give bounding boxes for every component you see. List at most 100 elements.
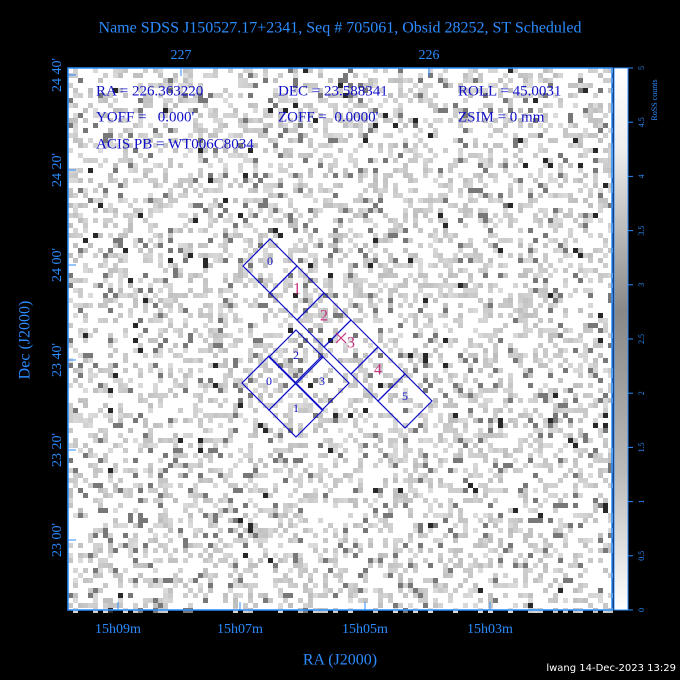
noise-pixel — [548, 238, 553, 243]
noise-pixel — [108, 208, 113, 213]
noise-pixel — [238, 278, 243, 283]
noise-pixel — [388, 568, 393, 573]
noise-pixel — [498, 433, 503, 438]
noise-pixel — [493, 463, 498, 468]
noise-pixel — [533, 438, 538, 443]
noise-pixel — [103, 428, 108, 433]
noise-pixel — [148, 528, 153, 533]
noise-pixel — [488, 303, 493, 308]
noise-pixel — [518, 518, 523, 523]
noise-pixel — [523, 303, 528, 308]
noise-pixel — [103, 253, 108, 258]
noise-pixel — [288, 273, 293, 278]
noise-pixel — [203, 568, 208, 573]
noise-pixel — [168, 363, 173, 368]
noise-pixel — [243, 238, 248, 243]
noise-pixel — [518, 448, 523, 453]
noise-pixel — [603, 543, 608, 548]
noise-pixel — [133, 298, 138, 303]
noise-pixel — [108, 143, 113, 148]
noise-pixel — [328, 438, 333, 443]
noise-pixel — [323, 98, 328, 103]
noise-pixel — [283, 358, 288, 363]
noise-pixel — [463, 268, 468, 273]
noise-pixel — [148, 368, 153, 373]
noise-pixel — [328, 203, 333, 208]
noise-pixel — [173, 548, 178, 553]
noise-pixel — [568, 433, 573, 438]
noise-pixel — [68, 343, 73, 348]
noise-pixel — [238, 593, 243, 598]
noise-pixel — [158, 423, 163, 428]
noise-pixel — [473, 558, 478, 563]
noise-pixel — [423, 173, 428, 178]
noise-pixel — [288, 118, 293, 123]
noise-pixel — [238, 378, 243, 383]
noise-pixel — [68, 603, 73, 608]
noise-pixel — [228, 103, 233, 108]
noise-pixel — [528, 73, 533, 78]
noise-pixel — [73, 258, 78, 263]
noise-pixel — [498, 108, 503, 113]
noise-pixel — [238, 578, 243, 583]
noise-pixel — [248, 223, 253, 228]
noise-pixel — [123, 108, 128, 113]
noise-pixel — [288, 468, 293, 473]
noise-pixel — [163, 313, 168, 318]
noise-pixel — [388, 308, 393, 313]
noise-pixel — [273, 413, 278, 418]
noise-pixel — [438, 418, 443, 423]
noise-pixel — [483, 493, 488, 498]
noise-pixel — [443, 458, 448, 463]
noise-pixel — [148, 428, 153, 433]
noise-pixel — [403, 78, 408, 83]
noise-pixel — [538, 143, 543, 148]
noise-pixel — [213, 253, 218, 258]
noise-pixel — [563, 368, 568, 373]
noise-pixel — [538, 358, 543, 363]
noise-pixel — [233, 108, 238, 113]
noise-pixel — [183, 323, 188, 328]
noise-pixel — [573, 458, 578, 463]
noise-pixel — [368, 563, 373, 568]
noise-pixel — [358, 283, 363, 288]
noise-pixel — [398, 313, 403, 318]
noise-pixel — [163, 518, 168, 523]
noise-pixel — [583, 148, 588, 153]
noise-pixel — [223, 358, 228, 363]
noise-pixel — [468, 393, 473, 398]
noise-pixel — [433, 578, 438, 583]
noise-pixel — [118, 118, 123, 123]
noise-pixel — [313, 493, 318, 498]
noise-pixel — [318, 308, 323, 313]
noise-pixel — [483, 353, 488, 358]
noise-pixel — [108, 203, 113, 208]
noise-pixel — [443, 313, 448, 318]
noise-pixel — [308, 588, 313, 593]
noise-pixel — [348, 583, 353, 588]
noise-pixel — [93, 108, 98, 113]
noise-pixel — [78, 473, 83, 478]
noise-pixel — [583, 343, 588, 348]
noise-pixel — [463, 178, 468, 183]
noise-pixel — [413, 368, 418, 373]
noise-pixel — [498, 488, 503, 493]
noise-pixel — [313, 428, 318, 433]
noise-pixel — [68, 233, 73, 238]
noise-pixel — [228, 68, 233, 73]
noise-pixel — [363, 113, 368, 118]
noise-pixel — [103, 493, 108, 498]
noise-pixel — [218, 188, 223, 193]
noise-pixel — [603, 273, 608, 278]
noise-pixel — [538, 173, 543, 178]
noise-pixel — [528, 313, 533, 318]
noise-pixel — [168, 493, 173, 498]
noise-pixel — [298, 318, 303, 323]
noise-pixel — [398, 283, 403, 288]
noise-pixel — [198, 358, 203, 363]
noise-pixel — [158, 478, 163, 483]
noise-pixel — [198, 143, 203, 148]
noise-pixel — [188, 503, 193, 508]
noise-pixel — [363, 208, 368, 213]
noise-pixel — [98, 93, 103, 98]
